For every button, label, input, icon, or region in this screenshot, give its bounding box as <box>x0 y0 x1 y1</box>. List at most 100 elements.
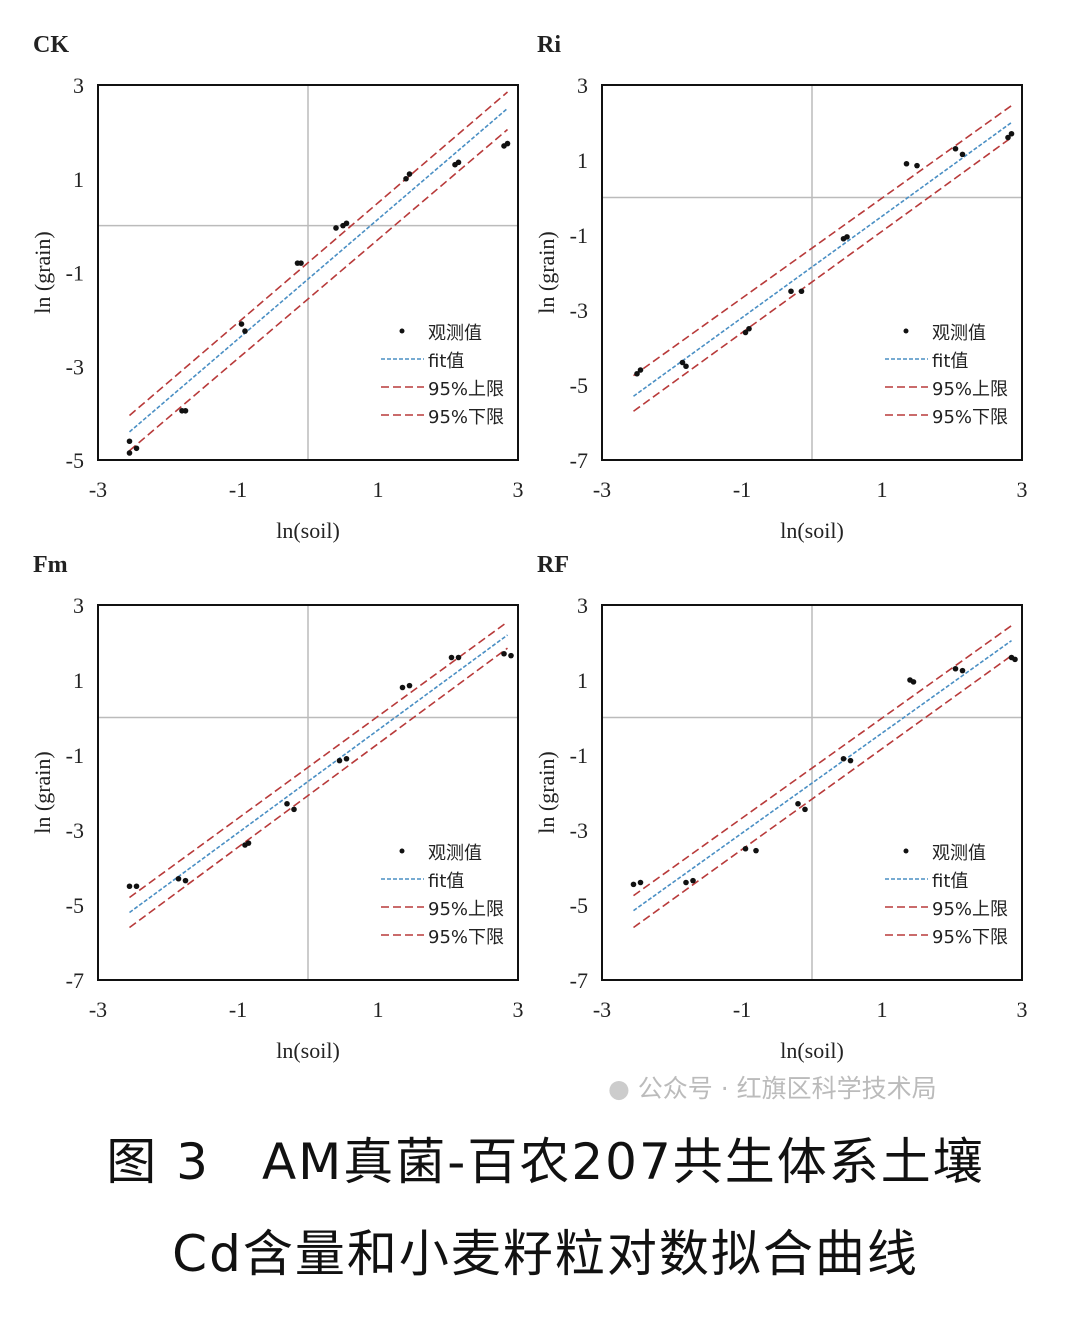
observed-point <box>959 667 966 674</box>
legend-point-marker <box>903 848 909 854</box>
legend-label: 95%下限 <box>428 927 504 948</box>
observed-point <box>403 175 409 182</box>
legend-label: 观测值 <box>932 323 986 344</box>
observed-point <box>840 755 847 762</box>
observed-point <box>399 684 406 691</box>
legend-label: 95%上限 <box>932 899 1008 920</box>
observed-point <box>291 806 297 813</box>
observed-point <box>406 171 413 177</box>
figure-caption-line2: Cd含量和小麦籽粒对数拟合曲线 <box>172 1225 919 1283</box>
wechat-icon: ● <box>608 1074 630 1103</box>
legend-label: 观测值 <box>932 843 986 864</box>
plot-frame <box>97 84 519 461</box>
chart-title: RF <box>537 552 569 578</box>
observed-point <box>690 877 696 884</box>
observed-point <box>910 679 917 685</box>
legend-label: 观测值 <box>428 843 482 864</box>
observed-point <box>133 883 140 890</box>
observed-point <box>1005 134 1011 141</box>
legend-label: fit值 <box>428 351 464 372</box>
observed-point <box>753 847 759 854</box>
observed-point <box>637 879 644 886</box>
observed-point <box>455 654 462 661</box>
observed-point <box>343 755 350 762</box>
observed-point <box>501 650 507 657</box>
x-tick-label: 3 <box>1017 997 1028 1022</box>
legend-label: 观测值 <box>428 323 482 344</box>
observed-point <box>182 407 189 414</box>
chart-title: CK <box>33 32 69 58</box>
legend-label: 95%上限 <box>932 379 1008 400</box>
observed-point <box>1012 656 1018 663</box>
x-tick-label: 1 <box>877 997 888 1022</box>
x-tick-label: -3 <box>89 997 107 1022</box>
observed-point <box>242 328 248 334</box>
observed-point <box>683 879 689 886</box>
watermark-text: 公众号 · 红旗区科学技术局 <box>637 1074 937 1103</box>
plot-frame <box>601 604 1023 981</box>
observed-point <box>126 883 133 890</box>
observed-point <box>914 162 920 169</box>
fit-line <box>633 639 1012 912</box>
legend-point-marker <box>903 328 909 334</box>
observed-point <box>742 845 749 852</box>
y-tick-label: -5 <box>570 893 588 918</box>
y-tick-label: 3 <box>577 73 588 98</box>
y-axis-label: ln (grain) <box>30 751 55 833</box>
y-axis-label: ln (grain) <box>534 231 559 313</box>
observed-point <box>343 220 350 227</box>
y-tick-label: 1 <box>577 668 588 693</box>
chart-title: Fm <box>33 552 68 578</box>
lower-95-line <box>633 136 1012 412</box>
lower-95-line <box>129 647 508 929</box>
legend-label: 95%上限 <box>428 379 504 400</box>
observed-point <box>637 367 644 373</box>
observed-point <box>844 234 850 240</box>
figure-caption-line1: 图 3 AM真菌-百农207共生体系土壤 <box>106 1133 985 1191</box>
x-axis-label: ln(soil) <box>276 518 340 543</box>
observed-point <box>182 877 189 884</box>
x-tick-label: 3 <box>1017 477 1028 502</box>
watermark: ● 公众号 · 红旗区科学技术局 <box>608 1074 937 1104</box>
observed-point <box>802 806 808 813</box>
y-tick-label: -3 <box>66 354 84 379</box>
y-tick-label: 1 <box>73 167 84 192</box>
x-tick-label: -3 <box>89 477 107 502</box>
legend-label: 95%下限 <box>428 407 504 428</box>
y-tick-label: 1 <box>73 668 84 693</box>
y-tick-label: 1 <box>577 148 588 173</box>
observed-point <box>284 800 290 807</box>
x-axis-label: ln(soil) <box>780 1038 844 1063</box>
observed-point <box>903 160 910 167</box>
observed-point <box>795 800 801 807</box>
x-tick-label: -1 <box>733 997 751 1022</box>
observed-point <box>952 145 959 152</box>
x-tick-label: 1 <box>373 997 384 1022</box>
observed-point <box>336 757 343 764</box>
lower-95-line <box>633 654 1012 929</box>
y-tick-label: 3 <box>73 73 84 98</box>
observed-point <box>504 140 511 147</box>
y-tick-label: -1 <box>570 223 588 248</box>
upper-95-line <box>128 91 509 417</box>
plot-frame <box>97 604 519 981</box>
legend-label: 95%下限 <box>932 407 1008 428</box>
upper-95-line <box>129 621 508 899</box>
chart-title: Ri <box>537 32 561 58</box>
x-tick-label: -3 <box>593 477 611 502</box>
y-axis-label: ln (grain) <box>30 231 55 313</box>
y-tick-label: -3 <box>570 818 588 843</box>
observed-point <box>455 159 462 166</box>
y-tick-label: -3 <box>66 818 84 843</box>
legend-point-marker <box>399 848 405 854</box>
observed-point <box>245 840 252 846</box>
y-tick-label: -7 <box>66 968 84 993</box>
observed-point <box>952 665 959 672</box>
x-tick-label: 3 <box>513 477 524 502</box>
y-tick-label: -1 <box>570 743 588 768</box>
upper-95-line <box>633 104 1012 377</box>
